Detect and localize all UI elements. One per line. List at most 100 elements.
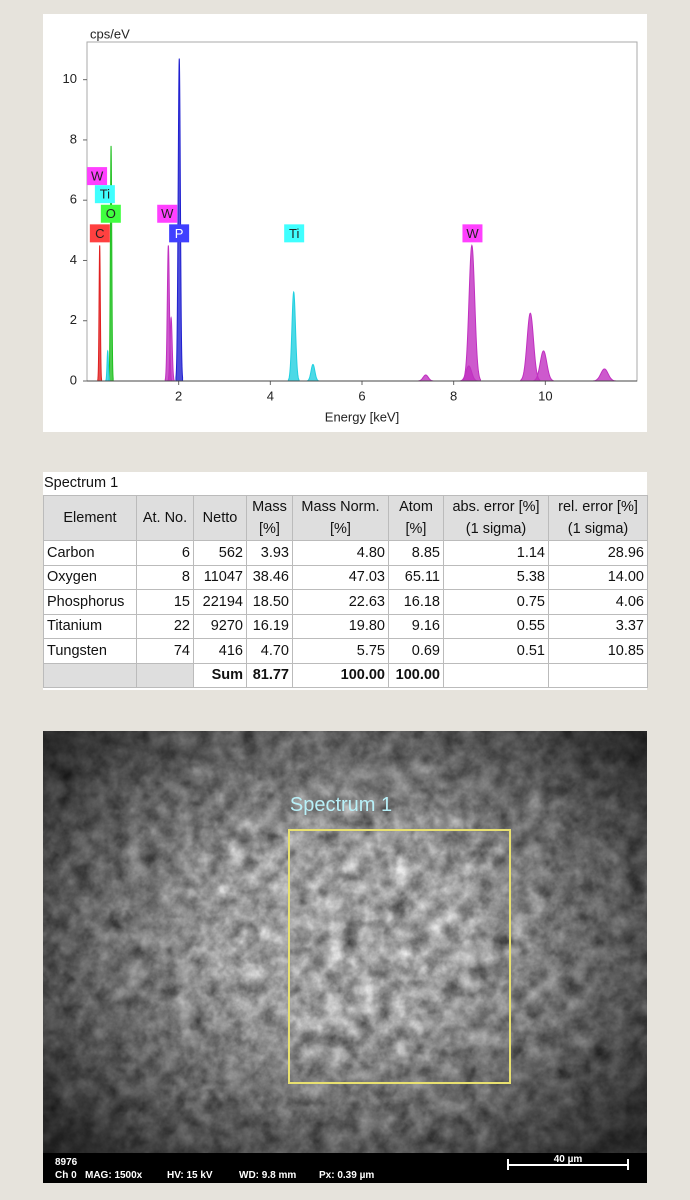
column-header: At. No.	[136, 495, 194, 541]
cell	[548, 662, 648, 688]
cell: Tungsten	[43, 638, 137, 664]
peak	[417, 374, 434, 382]
peak-label: Ti	[289, 226, 299, 241]
cell	[443, 662, 549, 688]
header-line: Mass Norm.	[301, 499, 380, 515]
cell: 22	[136, 613, 194, 639]
cell: 19.80	[292, 613, 389, 639]
peak-label: O	[106, 206, 116, 221]
peak	[306, 363, 320, 382]
cell: 6	[136, 540, 194, 566]
y-tick-label: 10	[63, 71, 77, 86]
header-line: [%]	[405, 521, 427, 537]
peak	[520, 312, 541, 382]
cell: 65.11	[388, 564, 444, 590]
header-line: [%]	[330, 521, 351, 537]
x-tick-label: 10	[538, 388, 552, 403]
x-tick-label: 4	[267, 388, 274, 403]
sem-image: Spectrum 1 8976 Ch 0 MAG: 1500x HV: 15 kV W…	[43, 731, 647, 1183]
peak	[287, 290, 300, 382]
sem-vignette	[43, 731, 647, 1183]
table-row: Tungsten 74 416 4.70 5.75 0.69 0.51 10.85	[43, 638, 648, 664]
peak-label: W	[466, 226, 479, 241]
header-line: (1 sigma)	[567, 521, 629, 537]
info-text: MAG: 1500x	[85, 1170, 143, 1181]
peak-label: W	[91, 169, 104, 184]
cell: 28.96	[548, 540, 648, 566]
table: Element At. No. Netto Mass [%] Mass Norm. [%] A…	[43, 495, 648, 688]
y-tick-label: 0	[70, 372, 77, 387]
peak-label: P	[175, 226, 184, 241]
peak	[97, 245, 103, 382]
header-line: Netto	[202, 510, 238, 526]
cell: 74	[136, 638, 194, 664]
header-line: [%]	[259, 521, 280, 537]
spectrum-region	[288, 829, 511, 1084]
header-line: Mass	[252, 499, 287, 515]
header-line: (1 sigma)	[465, 521, 527, 537]
header-line: At. No.	[142, 510, 188, 526]
y-axis-label: cps/eV	[90, 26, 130, 41]
table-row: Oxygen 8 11047 38.46 47.03 65.11 5.38 14.00	[43, 564, 648, 590]
cell: 562	[193, 540, 247, 566]
peak-label-box	[100, 204, 121, 223]
cell: 3.37	[548, 613, 648, 639]
x-tick-label: 2	[175, 388, 182, 403]
peak-label: C	[95, 226, 104, 241]
cell: 1.14	[443, 540, 549, 566]
peak-label-box	[169, 224, 190, 243]
peak	[592, 368, 616, 382]
table-body: Carbon 6 562 3.93 4.80 8.85 1.14 28.96 Oxygen 8 11…	[43, 540, 648, 688]
cell: Phosphorus	[43, 589, 137, 615]
y-tick-label: 8	[70, 131, 77, 146]
table-row: Phosphorus 15 22194 18.50 22.63 16.18 0.75 4.06	[43, 589, 648, 615]
cell: 3.93	[246, 540, 293, 566]
cell	[136, 662, 194, 688]
peak	[167, 316, 175, 382]
cell: 15	[136, 589, 194, 615]
results-table: Spectrum 1 Element At. No. Netto Mass [%] Mas…	[43, 472, 648, 690]
column-header: Element	[43, 495, 137, 541]
cell: 100.00	[292, 662, 389, 688]
region-label: Spectrum 1	[290, 794, 392, 816]
image-id: 8976	[55, 1157, 78, 1168]
cell: 416	[193, 638, 247, 664]
sum-row: Sum 81.77 100.00 100.00	[43, 662, 648, 688]
peak	[533, 350, 554, 382]
cell	[43, 662, 137, 688]
header-line: Atom	[399, 499, 433, 515]
info-text: HV: 15 kV	[167, 1170, 213, 1181]
cell: 9270	[193, 613, 247, 639]
peak-label-box	[284, 224, 305, 243]
cell: 8	[136, 564, 194, 590]
cell: Sum	[193, 662, 247, 688]
peak-label: Ti	[100, 187, 110, 202]
column-header: Mass Norm. [%]	[292, 495, 389, 541]
scale-label: 40 µm	[554, 1154, 583, 1165]
cell: 11047	[193, 564, 247, 590]
cell: Oxygen	[43, 564, 137, 590]
table-row: Titanium 22 9270 16.19 19.80 9.16 0.55 3.37	[43, 613, 648, 639]
cell: 47.03	[292, 564, 389, 590]
x-tick-label: 6	[358, 388, 365, 403]
column-header: rel. error [%] (1 sigma)	[548, 495, 648, 541]
column-header: abs. error [%] (1 sigma)	[443, 495, 549, 541]
info-text: WD: 9.8 mm	[239, 1170, 296, 1181]
y-tick-label: 6	[70, 192, 77, 207]
cell: 0.75	[443, 589, 549, 615]
info-text: Px: 0.39 µm	[319, 1170, 374, 1181]
table-title: Spectrum 1	[44, 475, 119, 491]
cell: 10.85	[548, 638, 648, 664]
peak	[108, 145, 114, 382]
peak-label-box	[87, 167, 108, 186]
peak-label-box	[89, 224, 110, 243]
cell: 4.06	[548, 589, 648, 615]
column-header: Netto	[193, 495, 247, 541]
cell: 22194	[193, 589, 247, 615]
cell: 16.19	[246, 613, 293, 639]
peak	[105, 349, 111, 382]
peak-label-box	[94, 185, 115, 204]
header-row: Element At. No. Netto Mass [%] Mass Norm. [%] A…	[43, 495, 648, 541]
column-header: Atom [%]	[388, 495, 444, 541]
